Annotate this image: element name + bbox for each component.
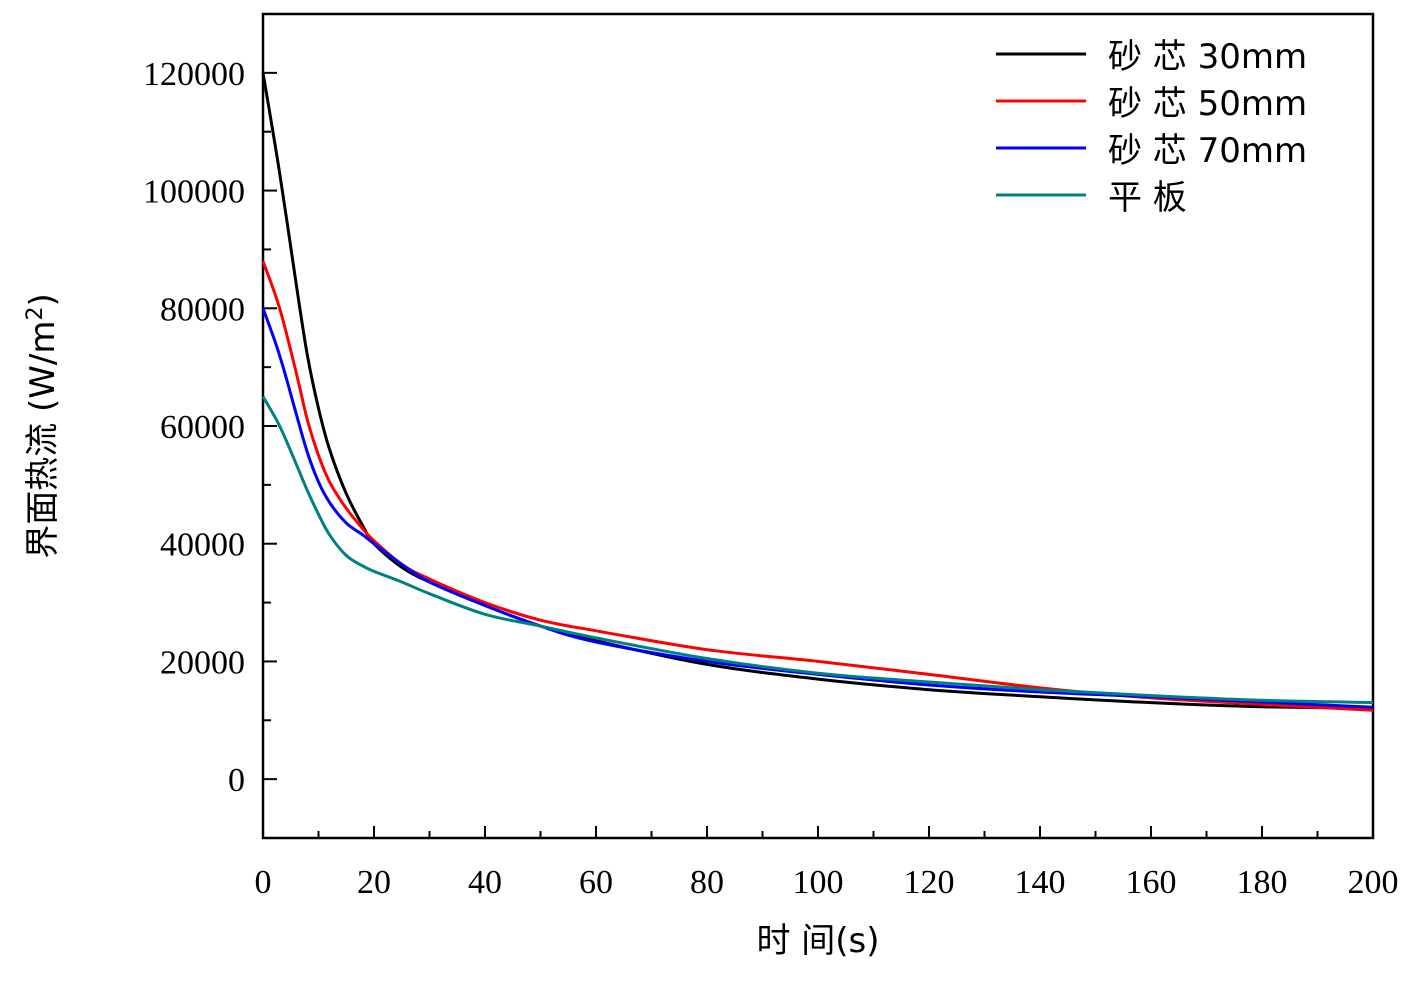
y-axis-title-main: 界面热流 (W/m (23, 321, 63, 559)
legend-label: 平 板 (1108, 178, 1187, 218)
x-tick-label: 60 (579, 864, 613, 901)
y-tick-label: 100000 (143, 174, 245, 211)
legend-label: 砂 芯 70mm (1108, 131, 1307, 171)
series-line-2 (261, 307, 1374, 709)
series-line-1 (261, 260, 1374, 712)
y-axis-title-close: ) (23, 293, 63, 306)
x-tick-label: 200 (1348, 864, 1399, 901)
y-tick-label: 40000 (160, 527, 245, 564)
y-tick-label: 20000 (160, 644, 245, 681)
x-axis-title: 时 间(s) (756, 921, 879, 961)
x-tick-label: 140 (1015, 864, 1066, 901)
x-tick-label: 80 (690, 864, 724, 901)
x-tick-label: 20 (357, 864, 391, 901)
y-tick-label: 80000 (160, 291, 245, 328)
y-tick-label: 0 (228, 762, 245, 799)
y-axis-title-sup: 2 (23, 307, 48, 321)
x-tick-label: 40 (468, 864, 502, 901)
x-tick-label: 0 (255, 864, 272, 901)
x-tick-label: 180 (1237, 864, 1288, 901)
legend: 砂 芯 30mm 砂 芯 50mm 砂 芯 70mm 平 板 (996, 37, 1307, 218)
y-tick-label: 60000 (160, 409, 245, 446)
x-tick-label: 120 (904, 864, 955, 901)
y-axis: 0 20000 40000 60000 80000 100000 120000 (143, 13, 277, 839)
y-axis-title: 界面热流 (W/m2) (23, 293, 64, 559)
series-line-3 (261, 395, 1374, 705)
legend-label: 砂 芯 50mm (1108, 84, 1307, 124)
x-tick-label: 100 (793, 864, 844, 901)
x-axis: 0 20 40 60 80 100 120 140 160 180 200 (255, 826, 1399, 901)
x-tick-label: 160 (1126, 864, 1177, 901)
legend-label: 砂 芯 30mm (1108, 37, 1307, 77)
series-lines (261, 72, 1374, 712)
y-tick-label: 120000 (143, 56, 245, 93)
